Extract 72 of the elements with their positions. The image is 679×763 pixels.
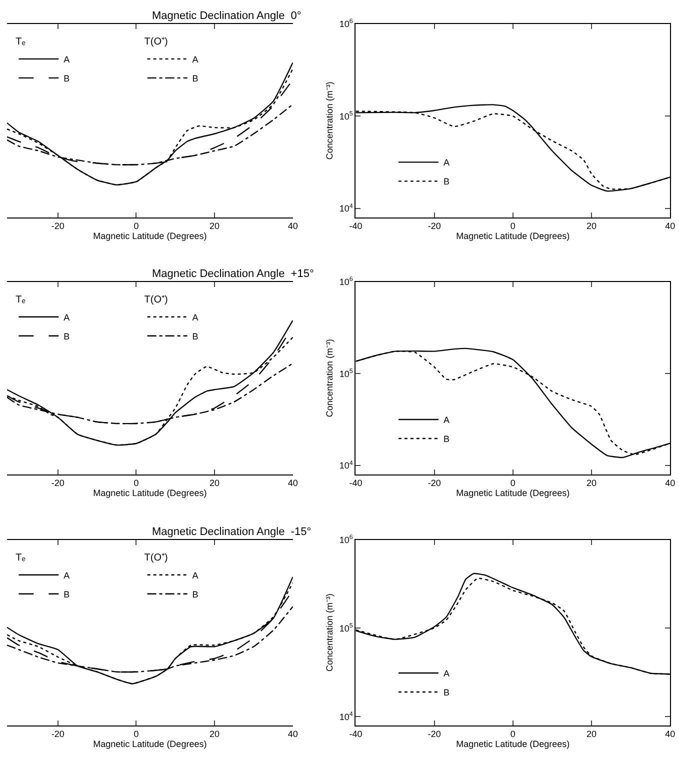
x-tick-label: -20 [51, 221, 64, 232]
x-tick-label: 0 [510, 729, 516, 740]
x-tick-label: -20 [428, 478, 441, 488]
legend-label: A [64, 570, 70, 580]
y-tick-label: 10$^{5}$ [339, 110, 354, 122]
x-tick-label: 40 [288, 221, 298, 232]
x-tick-label: 40 [288, 729, 298, 740]
y-axis-title: Concentration (m⁻³) [324, 339, 335, 418]
text: Tₑ [16, 552, 26, 564]
text: T(O⁺) [144, 294, 168, 306]
legend-label: B [64, 331, 70, 342]
x-tick-label: -20 [51, 478, 64, 488]
x-axis-title: Magnetic Latitude (Degrees) [456, 231, 570, 242]
text: T(O⁺) [144, 552, 168, 564]
legend-label: A [64, 312, 70, 322]
legend-label: A [64, 54, 70, 64]
x-tick-label: 20 [586, 729, 596, 740]
x-tick-label: 0 [134, 729, 139, 740]
y-tick-label: 10$^{5}$ [339, 368, 354, 379]
x-tick-label: 20 [586, 478, 596, 488]
y-tick-label: 10$^{5}$ [339, 622, 354, 634]
y-axis-title: Concentration (m⁻³) [324, 82, 335, 160]
x-tick-label: -40 [349, 478, 362, 488]
x-axis-title: Magnetic Latitude (Degrees) [456, 488, 570, 498]
text: T(O⁺) [144, 36, 168, 48]
x-axis-title: Magnetic Latitude (Degrees) [456, 739, 570, 750]
legend-label: A [192, 570, 198, 580]
x-tick-label: 20 [210, 478, 220, 488]
legend-label: B [192, 331, 198, 342]
chart-title: Magnetic Declination Angle +15° [152, 268, 314, 280]
legend-label: B [443, 176, 450, 187]
legend-label: A [443, 668, 450, 679]
x-tick-label: 40 [665, 221, 676, 232]
y-tick-label: 10$^{4}$ [339, 460, 354, 471]
legend-label: A [192, 54, 198, 64]
legend-label: B [192, 589, 198, 600]
legend-label: B [64, 73, 70, 84]
chart-title: Magnetic Declination Angle 0° [152, 10, 302, 22]
y-tick-label: 10$^{6}$ [339, 18, 354, 30]
y-tick-label: 10$^{4}$ [339, 202, 354, 214]
legend-label: A [443, 158, 450, 168]
x-axis-title: Magnetic Latitude (Degrees) [93, 739, 207, 750]
x-tick-label: 20 [210, 729, 220, 740]
y-tick-label: 10$^{6}$ [339, 534, 354, 545]
y-tick-label: 10$^{4}$ [339, 711, 354, 722]
x-tick-label: -20 [428, 729, 441, 740]
x-tick-label: -40 [349, 221, 362, 232]
x-tick-label: 0 [134, 478, 139, 488]
legend-label: B [64, 589, 70, 600]
legend-label: B [192, 73, 198, 84]
x-tick-label: 20 [210, 221, 220, 232]
x-tick-label: 0 [510, 478, 516, 488]
text: Tₑ [16, 294, 26, 306]
y-tick-label: 10$^{6}$ [339, 276, 354, 287]
legend-label: B [443, 434, 450, 444]
x-tick-label: -20 [51, 729, 64, 740]
x-axis-title: Magnetic Latitude (Degrees) [93, 488, 207, 498]
x-tick-label: 40 [665, 478, 676, 488]
x-tick-label: 40 [288, 478, 298, 488]
x-tick-label: 0 [134, 221, 139, 232]
legend-label: A [443, 415, 450, 426]
x-axis-title: Magnetic Latitude (Degrees) [93, 231, 207, 242]
chart-title: Magnetic Declination Angle -15° [152, 526, 312, 538]
x-tick-label: -40 [349, 729, 362, 740]
legend-label: A [192, 312, 198, 322]
x-tick-label: 0 [510, 221, 516, 232]
x-tick-label: -20 [428, 221, 441, 232]
x-tick-label: 20 [586, 221, 596, 232]
legend-label: B [443, 688, 450, 698]
x-tick-label: 40 [665, 729, 676, 740]
y-axis-title: Concentration (m⁻³) [324, 594, 335, 672]
text: Tₑ [16, 36, 26, 48]
